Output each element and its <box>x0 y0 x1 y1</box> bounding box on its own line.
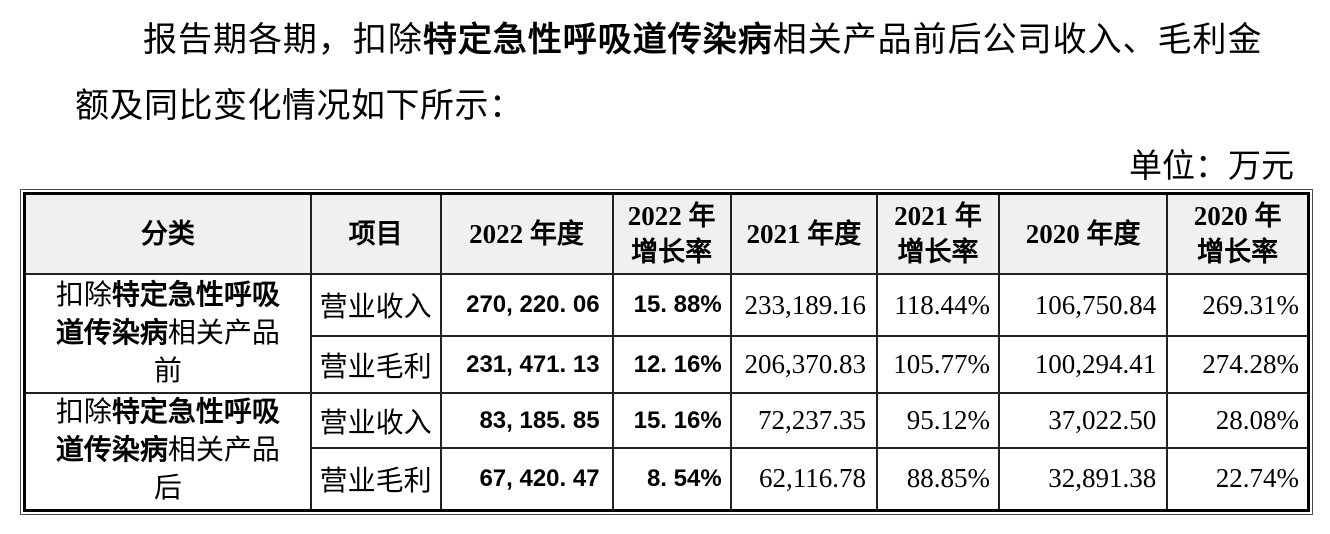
growth-cell-2020: 274.28% <box>1166 335 1310 394</box>
growth-cell-2021: 118.44% <box>876 273 1001 337</box>
category-text-lead: 扣除 <box>55 279 112 311</box>
value-cell-2021: 233,189.16 <box>729 273 879 337</box>
header-cell-2020-growth: 2020 年 增长率 <box>1166 192 1310 275</box>
header-cell-2021-growth: 2021 年 增长率 <box>876 192 1001 275</box>
unit-label: 单位：万元 <box>1129 149 1294 185</box>
financial-table: 分类 项目 2022 年度 2022 年 增长率 2021 年度 2021 年 … <box>20 189 1313 515</box>
item-cell: 营业毛利 <box>309 335 442 394</box>
table-header-row: 分类 项目 2022 年度 2022 年 增长率 2021 年度 2021 年 … <box>23 192 1310 275</box>
growth-cell-2022: 15. 88% <box>611 273 732 337</box>
category-text-tail: 相关产品后 <box>153 435 280 505</box>
header-cell-category: 分类 <box>23 192 312 275</box>
value-cell-2022: 270, 220. 06 <box>439 273 614 337</box>
value-cell-2021: 62,116.78 <box>729 447 879 511</box>
header-cell-item: 项目 <box>309 192 442 275</box>
intro-paragraph: 报告期各期，扣除特定急性呼吸道传染病相关产品前后公司收入、毛利金额及同比变化情况… <box>75 8 1262 140</box>
growth-cell-2021: 88.85% <box>876 447 1001 511</box>
growth-cell-2020: 22.74% <box>1166 447 1310 511</box>
growth-cell-2020: 269.31% <box>1166 273 1310 337</box>
category-text-emphasis: 特定急性呼吸道传染病 <box>55 279 280 349</box>
table-row: 营业毛利 231, 471. 13 12. 16% 206,370.83 105… <box>25 335 1310 394</box>
growth-cell-2022: 15. 16% <box>611 392 732 449</box>
value-cell-2020: 32,891.38 <box>998 447 1169 511</box>
category-cell-before: 扣除特定急性呼吸道传染病相关产品前 <box>23 273 312 394</box>
intro-text-tail: 相关产品前后公司收入、毛利金额及同比变化情况如下所示： <box>75 22 1263 125</box>
value-cell-2020: 106,750.84 <box>998 273 1169 337</box>
growth-cell-2022: 8. 54% <box>611 447 732 511</box>
growth-cell-2020: 28.08% <box>1166 392 1310 449</box>
item-cell: 营业毛利 <box>309 447 442 511</box>
intro-text-emphasis: 特定急性呼吸道传染病 <box>422 22 773 59</box>
category-cell-after: 扣除特定急性呼吸道传染病相关产品后 <box>23 392 312 511</box>
category-text-emphasis: 特定急性呼吸道传染病 <box>55 397 280 467</box>
growth-cell-2021: 95.12% <box>876 392 1001 449</box>
value-cell-2022: 231, 471. 13 <box>439 335 614 394</box>
intro-text-lead: 报告期各期，扣除 <box>143 22 423 59</box>
growth-cell-2021: 105.77% <box>876 335 1001 394</box>
category-text-tail: 相关产品前 <box>153 317 280 387</box>
value-cell-2021: 72,237.35 <box>729 392 879 449</box>
value-cell-2020: 100,294.41 <box>998 335 1169 394</box>
category-text-lead: 扣除 <box>55 397 112 429</box>
value-cell-2020: 37,022.50 <box>998 392 1169 449</box>
header-cell-2020-value: 2020 年度 <box>998 192 1169 275</box>
table-row: 营业毛利 67, 420. 47 8. 54% 62,116.78 88.85%… <box>25 447 1310 511</box>
table-row: 扣除特定急性呼吸道传染病相关产品后 营业收入 83, 185. 85 15. 1… <box>23 392 1310 511</box>
growth-cell-2022: 12. 16% <box>611 335 732 394</box>
item-cell: 营业收入 <box>309 273 442 337</box>
header-cell-2021-value: 2021 年度 <box>729 192 879 275</box>
value-cell-2022: 83, 185. 85 <box>439 392 614 449</box>
value-cell-2021: 206,370.83 <box>729 335 879 394</box>
table-row: 扣除特定急性呼吸道传染病相关产品前 营业收入 270, 220. 06 15. … <box>23 273 1310 394</box>
header-cell-2022-growth: 2022 年 增长率 <box>611 192 732 275</box>
value-cell-2022: 67, 420. 47 <box>439 447 614 511</box>
item-cell: 营业收入 <box>309 392 442 449</box>
header-cell-2022-value: 2022 年度 <box>439 192 614 275</box>
